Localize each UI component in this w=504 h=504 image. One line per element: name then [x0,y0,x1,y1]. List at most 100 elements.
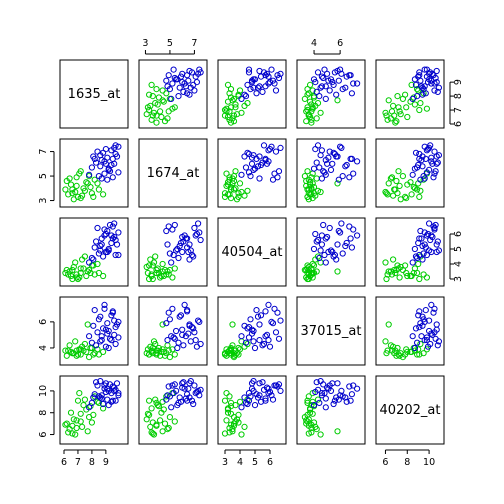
data-point [245,334,253,341]
data-point [423,169,430,176]
data-point [163,320,170,327]
data-point [403,104,410,111]
data-point [342,242,349,250]
data-point [104,176,111,183]
data-point [385,97,392,104]
data-point [245,66,253,73]
data-point [77,351,84,358]
data-point [111,144,118,151]
data-point [257,161,265,169]
data-point [426,220,433,227]
data-point [87,403,94,410]
data-point [354,158,361,165]
tick-label: 9 [453,79,464,85]
data-point [170,251,177,259]
data-point [62,347,69,354]
data-point [419,256,426,263]
data-point [90,411,97,418]
data-point [329,79,336,86]
data-point [224,113,232,121]
data-point [238,95,245,103]
data-point [235,190,242,197]
data-point [423,251,430,259]
panel-3-3 [296,296,366,366]
data-point [316,93,323,100]
data-point [396,274,403,281]
data-point [192,337,199,344]
data-point [165,309,172,316]
data-point [161,118,169,125]
data-point [411,76,418,83]
data-point [147,102,154,110]
data-point [408,81,415,89]
data-point [174,245,181,253]
data-point [383,275,390,283]
tick-label: 10 [423,457,435,468]
data-point [411,344,418,352]
data-point [149,262,156,269]
data-point [95,269,103,277]
data-point [343,73,350,80]
data-point [148,116,155,123]
variable-label: 1674_at [147,166,200,181]
data-point [176,84,183,91]
data-point [347,397,354,404]
data-point [102,160,110,167]
data-point [77,168,84,175]
data-point [77,410,84,417]
data-point [94,329,101,336]
panel-4-3 [296,375,366,445]
panel-3-1 [138,296,208,366]
data-point [414,254,421,262]
data-point [179,326,186,333]
tick-label: 8 [89,457,95,468]
data-point [321,251,328,259]
data-point [320,221,327,229]
data-point [310,165,318,172]
data-point [146,411,153,418]
data-point [169,274,176,281]
data-point [316,254,323,262]
data-point [339,173,346,180]
data-point [65,191,72,198]
tick-label: 7 [75,457,81,468]
data-point [94,346,101,353]
data-point [305,275,312,283]
data-point [173,247,180,254]
data-point [274,309,281,316]
data-point [232,351,239,358]
data-point [226,424,233,432]
data-point [174,402,181,409]
data-point [245,390,253,397]
data-point [90,322,97,329]
data-point [268,318,275,325]
tick-label: 4 [453,261,464,267]
data-point [232,418,239,425]
data-point [163,227,170,235]
data-point [404,272,411,280]
data-point [169,80,176,87]
data-point [318,73,325,80]
data-point [317,84,324,91]
data-point [81,187,89,194]
data-point [248,326,256,333]
data-point [350,80,357,87]
data-point [402,91,409,98]
panel-4-1 [138,375,208,445]
data-point [86,266,93,274]
data-point [224,409,232,416]
data-point [262,72,269,79]
panel-4-2 [217,375,287,445]
data-point [149,93,156,100]
data-point [241,394,248,401]
data-point [383,112,390,119]
data-point [322,235,329,242]
data-point [224,348,232,355]
data-point [229,321,236,328]
data-point [94,260,101,268]
data-point [98,241,105,248]
data-point [329,160,336,167]
data-point [432,74,439,82]
data-point [387,115,394,122]
data-point [414,86,421,93]
